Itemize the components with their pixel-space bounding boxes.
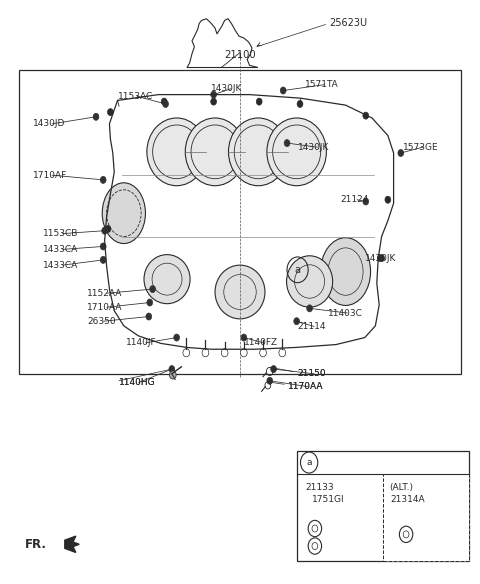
Circle shape — [163, 100, 168, 107]
Ellipse shape — [102, 183, 145, 244]
Circle shape — [183, 349, 190, 357]
Circle shape — [100, 176, 106, 183]
Circle shape — [363, 198, 369, 205]
Text: 21314A: 21314A — [390, 495, 425, 505]
Text: 21114: 21114 — [298, 322, 326, 331]
Circle shape — [279, 349, 286, 357]
Text: 1433CA: 1433CA — [43, 245, 78, 254]
Circle shape — [240, 349, 247, 357]
Text: 26350: 26350 — [87, 317, 116, 326]
Circle shape — [147, 299, 153, 306]
Bar — [297, 451, 469, 561]
Text: 1433CA: 1433CA — [43, 260, 78, 270]
Text: FR.: FR. — [25, 538, 47, 551]
Text: 1430JK: 1430JK — [365, 253, 396, 263]
Circle shape — [260, 349, 266, 357]
Text: 21124: 21124 — [341, 195, 369, 204]
Text: 1140HG: 1140HG — [119, 378, 156, 387]
Ellipse shape — [144, 255, 190, 304]
Circle shape — [174, 334, 180, 341]
Circle shape — [93, 113, 99, 120]
Text: 1153AC: 1153AC — [118, 92, 153, 101]
Text: 1430JD: 1430JD — [33, 119, 65, 128]
Ellipse shape — [321, 238, 371, 305]
Ellipse shape — [185, 118, 245, 186]
Text: 1710AA: 1710AA — [87, 303, 123, 312]
Circle shape — [256, 98, 262, 105]
Text: a: a — [306, 458, 312, 467]
Circle shape — [267, 377, 273, 384]
Circle shape — [100, 256, 106, 263]
Circle shape — [363, 112, 369, 119]
Text: 1430JK: 1430JK — [298, 142, 329, 152]
Circle shape — [169, 371, 176, 379]
Bar — [19, 70, 461, 374]
Text: 25623U: 25623U — [329, 18, 367, 29]
Text: 1170AA: 1170AA — [288, 382, 324, 391]
Text: 1751GI: 1751GI — [312, 495, 345, 505]
Text: 1152AA: 1152AA — [87, 288, 123, 298]
Text: 1710AF: 1710AF — [33, 171, 67, 180]
Circle shape — [398, 150, 404, 157]
Text: 21150: 21150 — [298, 369, 326, 378]
Text: 1573GE: 1573GE — [403, 142, 439, 152]
Text: (ALT.): (ALT.) — [389, 482, 413, 492]
Text: 1170AA: 1170AA — [288, 382, 324, 391]
Circle shape — [202, 349, 209, 357]
Ellipse shape — [215, 265, 265, 319]
Circle shape — [379, 255, 384, 262]
Text: 21150: 21150 — [298, 369, 326, 378]
Text: 1140HG: 1140HG — [119, 378, 156, 387]
Circle shape — [102, 227, 108, 234]
Circle shape — [100, 243, 106, 250]
Bar — [383, 474, 469, 561]
Circle shape — [146, 313, 152, 320]
Circle shape — [297, 100, 303, 107]
Circle shape — [284, 140, 290, 147]
Circle shape — [385, 196, 391, 203]
Text: 1571TA: 1571TA — [305, 80, 338, 89]
Ellipse shape — [228, 118, 288, 186]
Circle shape — [221, 349, 228, 357]
Circle shape — [105, 225, 111, 232]
Text: a: a — [295, 265, 300, 275]
Polygon shape — [65, 536, 79, 552]
Circle shape — [169, 366, 175, 373]
Circle shape — [307, 305, 312, 312]
Text: 1140FZ: 1140FZ — [244, 338, 278, 347]
Circle shape — [108, 109, 113, 116]
Circle shape — [280, 87, 286, 94]
Text: 1153CB: 1153CB — [43, 229, 79, 238]
Ellipse shape — [147, 118, 206, 186]
Circle shape — [241, 334, 247, 341]
Circle shape — [161, 98, 167, 105]
Text: 1430JK: 1430JK — [211, 84, 242, 93]
Circle shape — [271, 366, 276, 373]
Circle shape — [294, 318, 300, 325]
Text: 1140JF: 1140JF — [126, 338, 157, 347]
Circle shape — [211, 91, 216, 98]
Text: 11403C: 11403C — [328, 308, 363, 318]
Circle shape — [211, 98, 216, 105]
Text: 21133: 21133 — [305, 482, 334, 492]
Circle shape — [377, 255, 383, 262]
Text: 21100: 21100 — [224, 50, 256, 61]
Ellipse shape — [267, 118, 326, 186]
Ellipse shape — [287, 256, 333, 307]
Circle shape — [150, 286, 156, 293]
